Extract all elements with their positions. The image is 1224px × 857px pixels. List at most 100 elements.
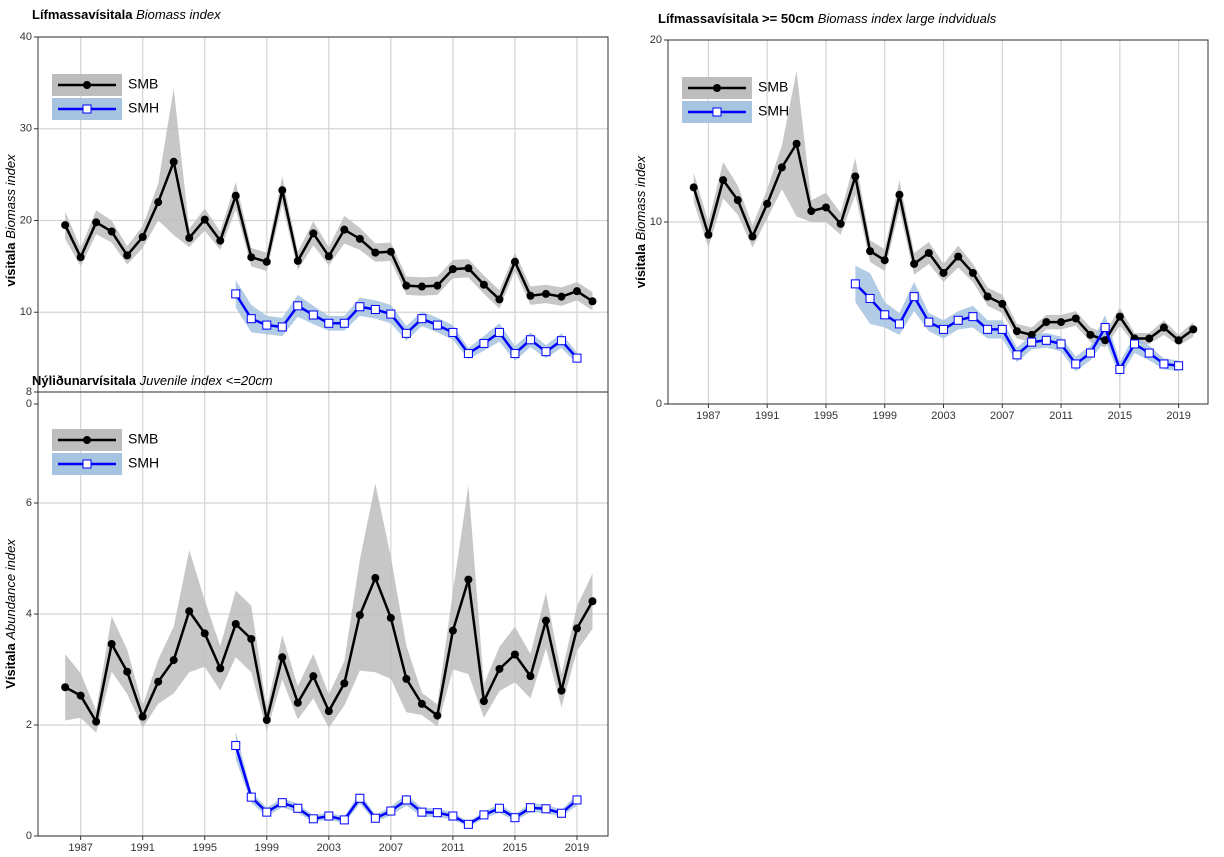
legend-marker (83, 81, 91, 89)
point (262, 716, 271, 725)
legend-label: SMB (128, 431, 158, 447)
point (448, 265, 457, 274)
point (371, 573, 380, 582)
point (1086, 330, 1095, 339)
y-tick-label: 0 (26, 398, 32, 410)
point (355, 234, 364, 243)
point (231, 191, 240, 200)
point (309, 229, 318, 238)
point (851, 172, 860, 181)
x-tick-label: 1999 (872, 410, 896, 422)
point (510, 650, 519, 659)
point (572, 287, 581, 296)
point (138, 712, 147, 721)
point (293, 698, 302, 707)
point (1012, 350, 1022, 360)
point (169, 157, 178, 166)
point (719, 176, 728, 185)
y-tick-label: 20 (20, 214, 32, 226)
point (324, 811, 334, 821)
title-subtitle: Biomass index large indviduals (818, 11, 997, 26)
point (123, 251, 132, 260)
point (954, 252, 963, 261)
point (169, 656, 178, 665)
confidence-band (693, 70, 1194, 348)
point (1027, 330, 1036, 339)
point (200, 215, 209, 224)
y-tick-label: 30 (20, 123, 32, 135)
point (370, 813, 380, 823)
point (464, 264, 473, 273)
panel-title: Lífmassavísitala >= 50cm Biomass index l… (658, 11, 997, 26)
x-tick-label: 2019 (565, 842, 589, 854)
point (370, 304, 380, 314)
point (277, 798, 287, 808)
y-tick-label: 8 (26, 386, 32, 398)
y-label-italic: Abundance index (3, 539, 18, 641)
point (433, 711, 442, 720)
legend-label: SMB (128, 76, 158, 92)
legend-label: SMH (128, 455, 159, 471)
point (401, 795, 411, 805)
confidence-band (855, 265, 1179, 377)
point (479, 697, 488, 706)
legend-label: SMH (128, 100, 159, 116)
point (479, 280, 488, 289)
point (417, 282, 426, 291)
point (324, 707, 333, 716)
point (572, 624, 581, 633)
point (231, 619, 240, 628)
point (1115, 312, 1124, 321)
point (541, 347, 551, 357)
point (293, 301, 303, 311)
x-tick-label: 2019 (1166, 410, 1190, 422)
point (968, 268, 977, 277)
x-tick-label: 1987 (696, 410, 720, 422)
point (432, 808, 442, 818)
point (402, 281, 411, 290)
point (386, 806, 396, 816)
plot-border (667, 39, 1209, 405)
point (494, 803, 504, 813)
y-tick-label: 2 (26, 719, 32, 731)
point (894, 319, 904, 329)
point (293, 256, 302, 265)
x-tick-label: 2011 (441, 842, 465, 854)
point (526, 672, 535, 681)
point (448, 626, 457, 635)
point (76, 691, 85, 700)
legend-label: SMH (758, 103, 789, 119)
point (910, 259, 919, 268)
point (557, 292, 566, 301)
point (231, 741, 241, 751)
point (850, 279, 860, 289)
point (324, 318, 334, 328)
point (880, 256, 889, 265)
title-text: Lífmassavísitala >= 50cm (658, 11, 814, 26)
point (92, 218, 101, 227)
point (107, 227, 116, 236)
point (572, 795, 582, 805)
point (92, 717, 101, 726)
plot-border (37, 391, 609, 837)
point (1144, 348, 1154, 358)
point (777, 163, 786, 172)
point (1057, 318, 1066, 327)
title-text: Lífmassavísitala (32, 7, 133, 22)
y-tick-label: 10 (20, 306, 32, 318)
y-label-italic: Biomass index (3, 154, 18, 239)
point (417, 699, 426, 708)
point (510, 813, 520, 823)
point (495, 295, 504, 304)
point (880, 310, 890, 320)
point (997, 324, 1007, 334)
point (308, 814, 318, 824)
point (1159, 359, 1169, 369)
point (1041, 335, 1051, 345)
x-tick-label: 1991 (130, 842, 154, 854)
x-tick-label: 2003 (931, 410, 955, 422)
point (278, 653, 287, 662)
point (1101, 336, 1110, 345)
point (983, 292, 992, 301)
x-tick-label: 2003 (317, 842, 341, 854)
